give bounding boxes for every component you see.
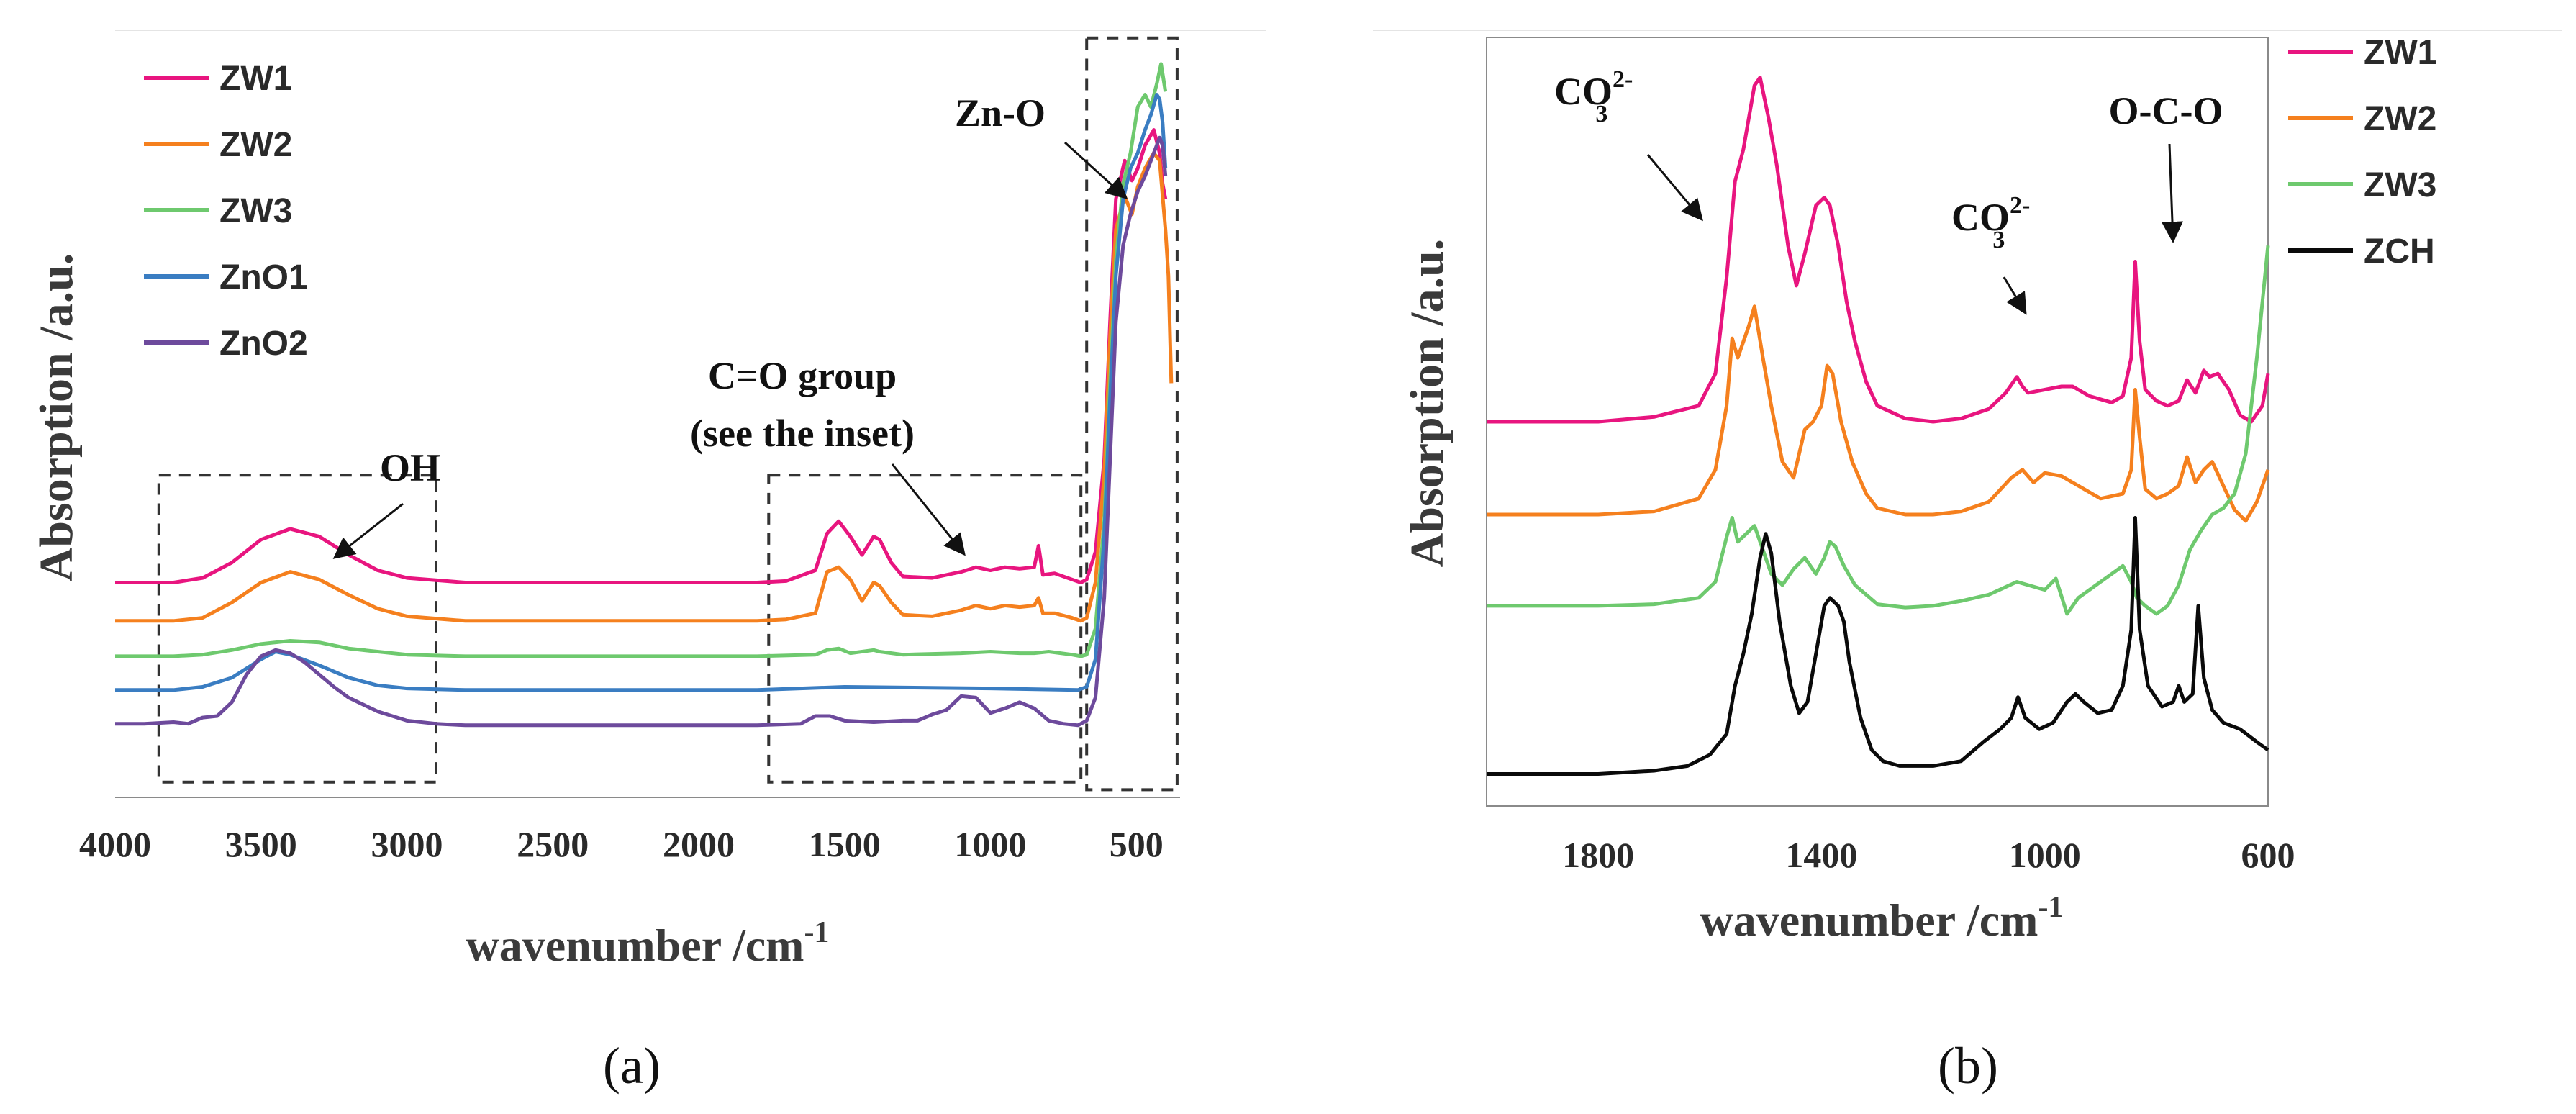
- co-annotation-line1: C=O group: [708, 354, 897, 397]
- co-arrow: [891, 463, 966, 556]
- x-tick-label: 1800: [1562, 835, 1634, 875]
- co3-annotation-2: CO2-3: [1951, 192, 2030, 253]
- co3-arrow-1: [1646, 154, 1703, 222]
- legend-label-zw1: ZW1: [219, 60, 292, 98]
- oco-annotation: O-C-O: [2109, 89, 2223, 132]
- co3-annotation-1: CO2-3: [1554, 66, 1633, 127]
- panel-a-legend: ZW1 ZW2 ZW3 ZnO1 ZnO2: [144, 60, 308, 363]
- x-tick-label: 3000: [371, 824, 443, 864]
- panel-b-x-axis-label: wavenumber /cm-1: [1700, 891, 2064, 946]
- x-tick-label: 2500: [517, 824, 589, 864]
- oh-arrow: [332, 502, 404, 559]
- x-tick-label: 1400: [1785, 835, 1857, 875]
- x-tick-label: 2000: [663, 824, 735, 864]
- x-tick-label: 1000: [2009, 835, 2081, 875]
- panel-a-y-axis-label: Absorption /a.u.: [30, 253, 83, 582]
- x-tick-label: 1000: [954, 824, 1026, 864]
- panel-b-caption: (b): [1938, 1037, 1998, 1095]
- panel-a-caption: (a): [603, 1037, 661, 1095]
- panel-b-legend: ZW1 ZW2 ZW3 ZCH: [2288, 34, 2436, 271]
- panel-a-chart: 4000 3500 3000 2500 2000 1500 1000 500 w…: [30, 30, 1266, 1095]
- co-annotation-line2: (see the inset): [690, 412, 915, 455]
- x-tick-label: 4000: [79, 824, 151, 864]
- legend-label-zch: ZCH: [2364, 232, 2435, 271]
- zno-arrow: [1063, 141, 1128, 200]
- x-tick-label: 600: [2241, 835, 2295, 875]
- series-line-zw3: [1487, 245, 2270, 616]
- legend-label-zw3: ZW3: [2364, 166, 2436, 204]
- zno-annotation: Zn-O: [955, 91, 1046, 135]
- co-region-box: [767, 474, 1083, 784]
- series-line-zw2: [1487, 304, 2270, 523]
- oco-arrow: [2162, 143, 2183, 243]
- series-line-zch: [1487, 516, 2269, 776]
- legend-label-zw2: ZW2: [219, 126, 292, 164]
- oh-annotation: OH: [380, 446, 440, 489]
- legend-label-zno2: ZnO2: [219, 325, 308, 363]
- panel-b-y-axis-label: Absorption /a.u.: [1401, 239, 1453, 568]
- legend-label-zno1: ZnO1: [219, 258, 308, 296]
- x-tick-label: 500: [1110, 824, 1164, 864]
- oh-region-box: [157, 474, 438, 784]
- series-line-zno1: [115, 93, 1168, 692]
- series-line-zno2: [115, 135, 1168, 728]
- panel-a-x-ticks: 4000 3500 3000 2500 2000 1500 1000 500: [79, 824, 1164, 864]
- panel-a-x-axis-label: wavenumber /cm-1: [466, 916, 830, 971]
- co3-arrow-2: [2003, 276, 2027, 315]
- zno-region-box: [1085, 36, 1179, 792]
- legend-label-zw1: ZW1: [2364, 34, 2436, 72]
- panel-b-x-ticks: 1800 1400 1000 600: [1562, 835, 2295, 875]
- legend-label-zw2: ZW2: [2364, 100, 2436, 138]
- series-line-zw3: [115, 62, 1168, 658]
- x-tick-label: 1500: [809, 824, 881, 864]
- series-line-zw1: [1487, 76, 2270, 424]
- panel-b-chart: 1800 1400 1000 600 wavenumber /cm-1 Abso…: [1373, 30, 2562, 1095]
- x-tick-label: 3500: [225, 824, 297, 864]
- legend-label-zw3: ZW3: [219, 192, 292, 230]
